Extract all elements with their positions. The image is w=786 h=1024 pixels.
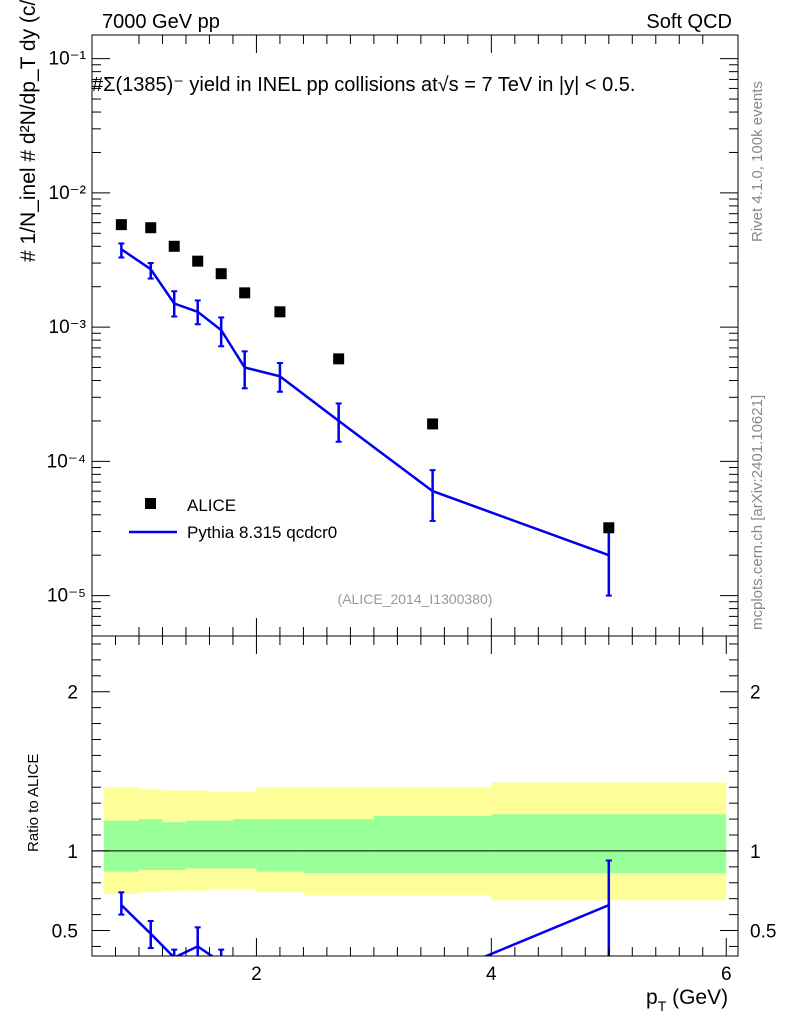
alice-data-point <box>603 522 615 534</box>
main-y-tick-label: 10⁻² <box>49 183 87 204</box>
ratio-x-tick-label: 2 <box>251 964 262 985</box>
legend-pythia-label: Pythia 8.315 qcdcr0 <box>187 523 337 542</box>
alice-data-point <box>168 240 180 252</box>
category-label: Soft QCD <box>646 11 732 33</box>
ratio-stat-uncertainty-band <box>256 819 304 872</box>
source-label: mcplots.cern.ch [arXiv:2401.10621] <box>749 395 766 630</box>
ratio-stat-uncertainty-band <box>162 822 186 871</box>
ratio-y-tick-label-right: 2 <box>750 683 761 704</box>
main-y-tick-label: 10⁻¹ <box>49 49 87 70</box>
ratio-y-tick-label: 1 <box>67 842 78 863</box>
pythia-line <box>120 248 610 557</box>
ratio-y-tick-label: 0.5 <box>52 922 78 943</box>
ratio-y-tick-label-right: 1 <box>750 842 761 863</box>
ratio-stat-uncertainty-band <box>185 820 210 869</box>
main-panel-frame <box>91 34 739 637</box>
ratio-y-tick-label: 2 <box>67 683 78 704</box>
ratio-x-tick-label: 4 <box>486 964 497 985</box>
alice-data-point <box>115 219 127 231</box>
alice-data-point <box>192 255 204 267</box>
ratio-pythia-line <box>483 903 610 956</box>
ratio-stat-uncertainty-band <box>232 819 257 869</box>
main-y-tick-label: 10⁻⁵ <box>47 586 86 607</box>
ratio-pythia-line <box>120 904 215 956</box>
ratio-x-tick-label: 6 <box>721 964 732 985</box>
rivet-version-label: Rivet 4.1.0, 100k events <box>749 81 766 242</box>
alice-data-point <box>427 418 439 430</box>
x-axis-title: pT (GeV) <box>646 986 728 1014</box>
ratio-stat-uncertainty-band <box>138 819 163 871</box>
ratio-stat-uncertainty-band <box>209 820 233 869</box>
ratio-y-tick-label-right: 0.5 <box>750 922 776 943</box>
ratio-panel-frame <box>91 635 739 957</box>
main-y-tick-label: 10⁻³ <box>49 317 87 338</box>
main-chart-title: #Σ(1385)⁻ yield in INEL pp collisions at… <box>92 74 635 96</box>
legend-alice-marker <box>145 498 156 509</box>
legend-alice-label: ALICE <box>187 496 236 515</box>
alice-data-point <box>274 306 286 318</box>
alice-data-point <box>145 222 157 234</box>
alice-data-point <box>215 268 227 280</box>
ratio-stat-uncertainty-band <box>373 815 492 874</box>
ratio-y-axis-title: Ratio to ALICE <box>25 754 42 852</box>
ratio-stat-uncertainty-band <box>103 820 139 872</box>
ratio-stat-uncertainty-band <box>303 819 374 874</box>
alice-data-point <box>333 353 345 365</box>
analysis-id-label: (ALICE_2014_I1300380) <box>338 591 493 607</box>
main-y-axis-title: # 1/N_inel # d²N/dp_T dy (c/GeV) <box>17 0 40 262</box>
alice-data-point <box>239 287 251 299</box>
energy-label: 7000 GeV pp <box>102 11 220 33</box>
main-y-tick-label: 10⁻⁴ <box>47 451 86 472</box>
